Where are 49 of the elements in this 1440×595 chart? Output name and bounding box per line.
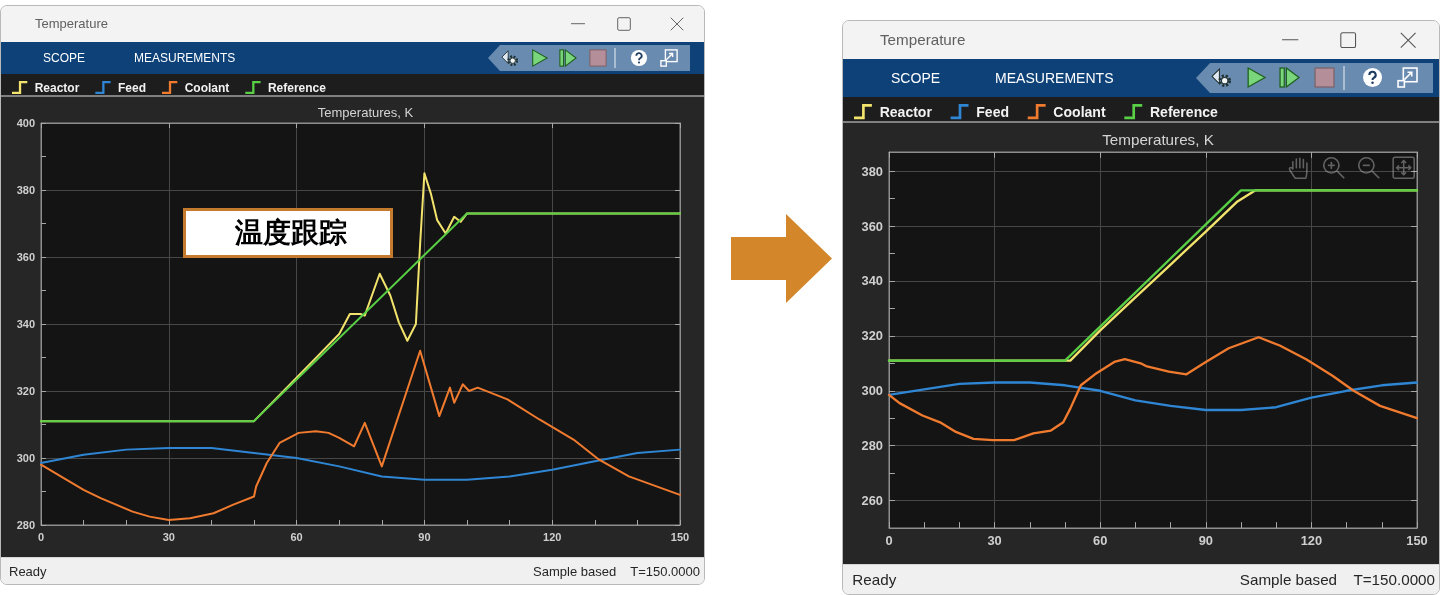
x-tick-label: 0: [37, 530, 45, 543]
annotation: 温度跟踪: [235, 216, 347, 250]
text: Temperature: [35, 15, 108, 33]
y-tick-label: 360: [861, 218, 883, 234]
legend-label: Reference: [1149, 103, 1219, 120]
text: MEASUREMENTS: [134, 50, 236, 67]
legend-label: Coolant: [1053, 103, 1106, 120]
y-tick-label: 380: [16, 184, 35, 196]
chart-title: Temperatures, K: [1102, 131, 1214, 148]
legend-label: Reactor: [34, 80, 80, 95]
y-tick-label: 280: [861, 438, 883, 454]
y-tick-label: 360: [16, 251, 35, 263]
x-tick-label: 150: [1406, 533, 1428, 548]
text: SCOPE: [43, 50, 86, 67]
legend-label: Reactor: [879, 103, 933, 120]
chart-title: Temperatures, K: [317, 105, 414, 120]
text: Ready: [852, 570, 897, 590]
y-tick-label: 320: [861, 328, 883, 344]
text: SCOPE: [891, 69, 941, 88]
legend-label: Feed: [117, 80, 146, 95]
x-tick-label: 120: [1300, 533, 1323, 548]
y-tick-label: 340: [16, 318, 35, 330]
y-tick-label: 340: [861, 273, 883, 289]
y-tick-label: 260: [861, 493, 883, 509]
text: T=150.0000: [630, 563, 700, 581]
legend-label: Reference: [267, 80, 327, 95]
y-tick-label: 280: [16, 519, 35, 531]
x-tick-label: 90: [418, 530, 431, 543]
y-tick-label: 400: [16, 117, 35, 129]
x-tick-label: 90: [1198, 533, 1213, 548]
legend-label: Coolant: [184, 80, 230, 95]
legend-label: Feed: [976, 103, 1010, 120]
text: Sample based: [533, 563, 617, 581]
text: Ready: [9, 563, 47, 581]
y-tick-label: 300: [16, 452, 35, 464]
y-tick-label: 300: [861, 383, 883, 399]
x-tick-label: 30: [162, 530, 175, 543]
x-tick-label: 60: [290, 530, 303, 543]
x-tick-label: 120: [543, 530, 562, 543]
y-tick-label: 320: [16, 385, 35, 397]
x-tick-label: 0: [885, 533, 893, 548]
x-tick-label: 30: [987, 533, 1002, 548]
x-tick-label: 150: [670, 530, 690, 543]
text: T=150.0000: [1353, 570, 1435, 590]
x-tick-label: 60: [1093, 533, 1108, 548]
text: MEASUREMENTS: [995, 69, 1114, 88]
text: Temperature: [880, 30, 966, 50]
y-tick-label: 380: [861, 163, 883, 179]
text: Sample based: [1239, 570, 1338, 590]
